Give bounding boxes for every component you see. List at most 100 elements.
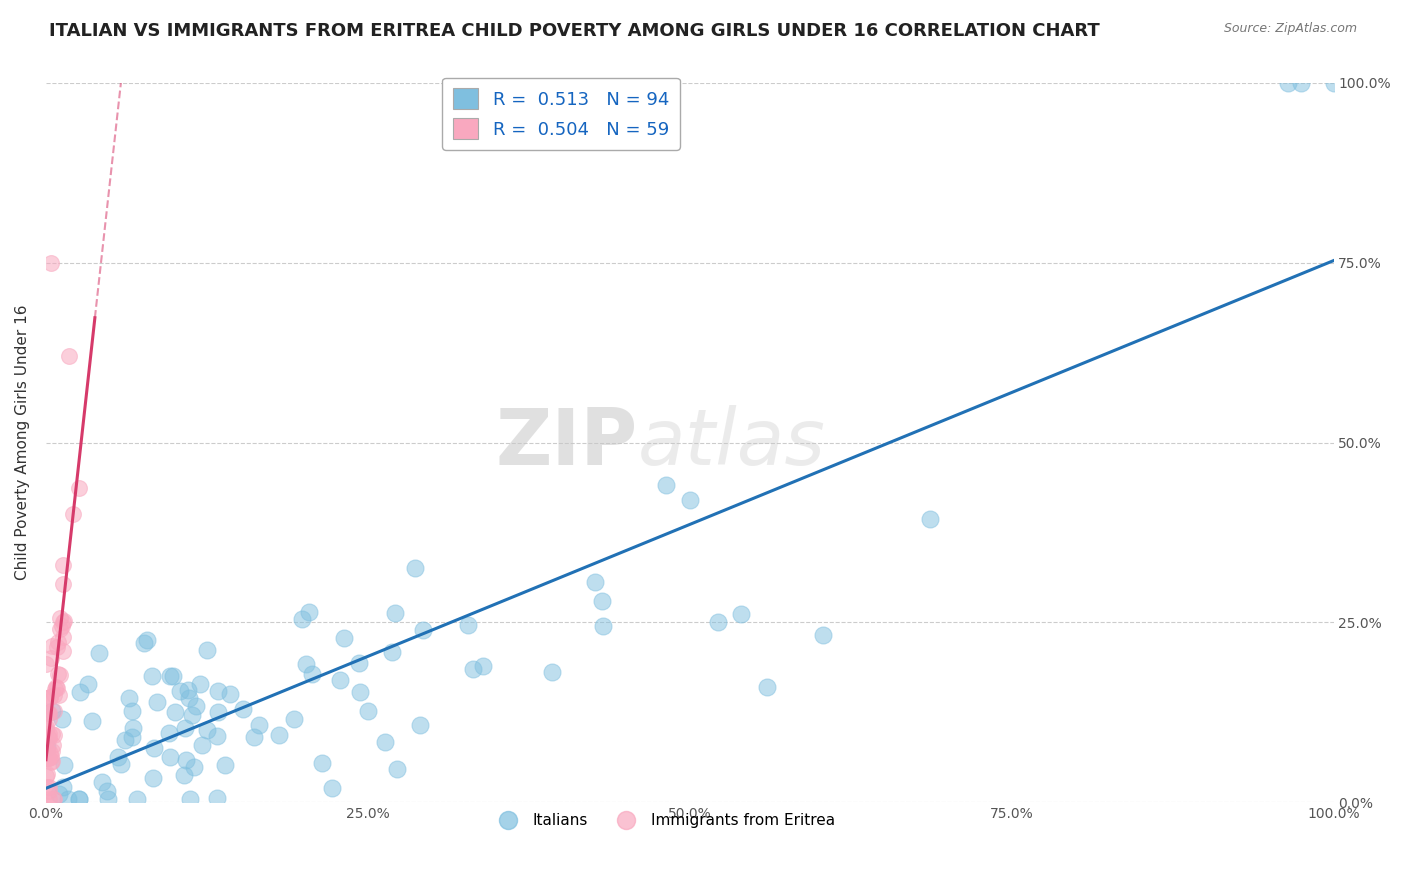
- Point: [45, 681, 67, 695]
- Point: [38, 731, 60, 745]
- Point: [146, 695, 169, 709]
- Point: [52, 577, 75, 591]
- Point: [159, 668, 181, 682]
- Point: [404, 561, 426, 575]
- Point: [39, 690, 62, 705]
- Point: [195, 642, 218, 657]
- Point: [385, 762, 408, 776]
- Point: [80, 714, 103, 729]
- Point: [69, 685, 91, 699]
- Point: [298, 605, 321, 619]
- Point: [174, 753, 197, 767]
- Point: [162, 669, 184, 683]
- Point: [96, 784, 118, 798]
- Point: [384, 607, 406, 621]
- Point: [41, 791, 63, 805]
- Point: [38, 746, 60, 760]
- Point: [35, 743, 58, 757]
- Point: [35, 721, 58, 735]
- Point: [679, 493, 702, 508]
- Point: [35, 691, 58, 706]
- Point: [87, 646, 110, 660]
- Point: [41, 704, 63, 718]
- Point: [48, 688, 70, 702]
- Point: [207, 730, 229, 744]
- Point: [37, 750, 59, 764]
- Point: [311, 756, 333, 771]
- Point: [67, 791, 90, 805]
- Point: [90, 774, 112, 789]
- Point: [39, 256, 62, 270]
- Point: [291, 612, 314, 626]
- Point: [142, 772, 165, 786]
- Point: [756, 680, 779, 694]
- Point: [181, 707, 204, 722]
- Point: [1322, 76, 1344, 90]
- Point: [39, 650, 62, 665]
- Point: [41, 754, 63, 768]
- Point: [188, 676, 211, 690]
- Point: [1291, 76, 1313, 90]
- Point: [321, 780, 343, 795]
- Point: [173, 768, 195, 782]
- Point: [52, 630, 75, 644]
- Point: [45, 681, 67, 696]
- Point: [37, 731, 59, 745]
- Point: [207, 705, 229, 719]
- Point: [67, 791, 90, 805]
- Point: [42, 738, 65, 752]
- Point: [77, 677, 100, 691]
- Point: [38, 727, 60, 741]
- Text: ITALIAN VS IMMIGRANTS FROM ERITREA CHILD POVERTY AMONG GIRLS UNDER 16 CORRELATIO: ITALIAN VS IMMIGRANTS FROM ERITREA CHILD…: [49, 22, 1099, 40]
- Point: [41, 639, 63, 653]
- Point: [58, 791, 80, 805]
- Point: [142, 741, 165, 756]
- Point: [42, 704, 65, 718]
- Text: atlas: atlas: [638, 405, 827, 481]
- Point: [232, 702, 254, 716]
- Point: [35, 723, 58, 737]
- Point: [195, 723, 218, 737]
- Point: [35, 780, 58, 794]
- Point: [591, 594, 613, 608]
- Point: [42, 688, 65, 702]
- Point: [46, 634, 69, 648]
- Point: [457, 618, 479, 632]
- Point: [283, 712, 305, 726]
- Point: [207, 790, 229, 805]
- Point: [269, 728, 291, 742]
- Point: [35, 750, 58, 764]
- Text: ZIP: ZIP: [496, 405, 638, 481]
- Point: [174, 721, 197, 735]
- Point: [179, 791, 201, 805]
- Point: [381, 645, 404, 659]
- Point: [169, 684, 191, 698]
- Point: [349, 685, 371, 699]
- Point: [141, 669, 163, 683]
- Point: [356, 704, 378, 718]
- Y-axis label: Child Poverty Among Girls Under 16: Child Poverty Among Girls Under 16: [15, 305, 30, 581]
- Point: [52, 615, 75, 629]
- Point: [301, 666, 323, 681]
- Point: [45, 640, 67, 654]
- Point: [207, 683, 229, 698]
- Point: [177, 691, 200, 706]
- Point: [159, 726, 181, 740]
- Point: [52, 644, 75, 658]
- Point: [37, 706, 59, 721]
- Point: [159, 749, 181, 764]
- Point: [53, 758, 76, 772]
- Point: [48, 788, 70, 802]
- Point: [219, 687, 242, 701]
- Point: [58, 349, 80, 363]
- Point: [97, 791, 120, 805]
- Point: [51, 619, 73, 633]
- Point: [48, 611, 70, 625]
- Point: [110, 756, 132, 771]
- Point: [347, 656, 370, 670]
- Point: [49, 622, 72, 636]
- Point: [592, 619, 614, 633]
- Point: [412, 624, 434, 638]
- Point: [39, 756, 62, 770]
- Point: [655, 477, 678, 491]
